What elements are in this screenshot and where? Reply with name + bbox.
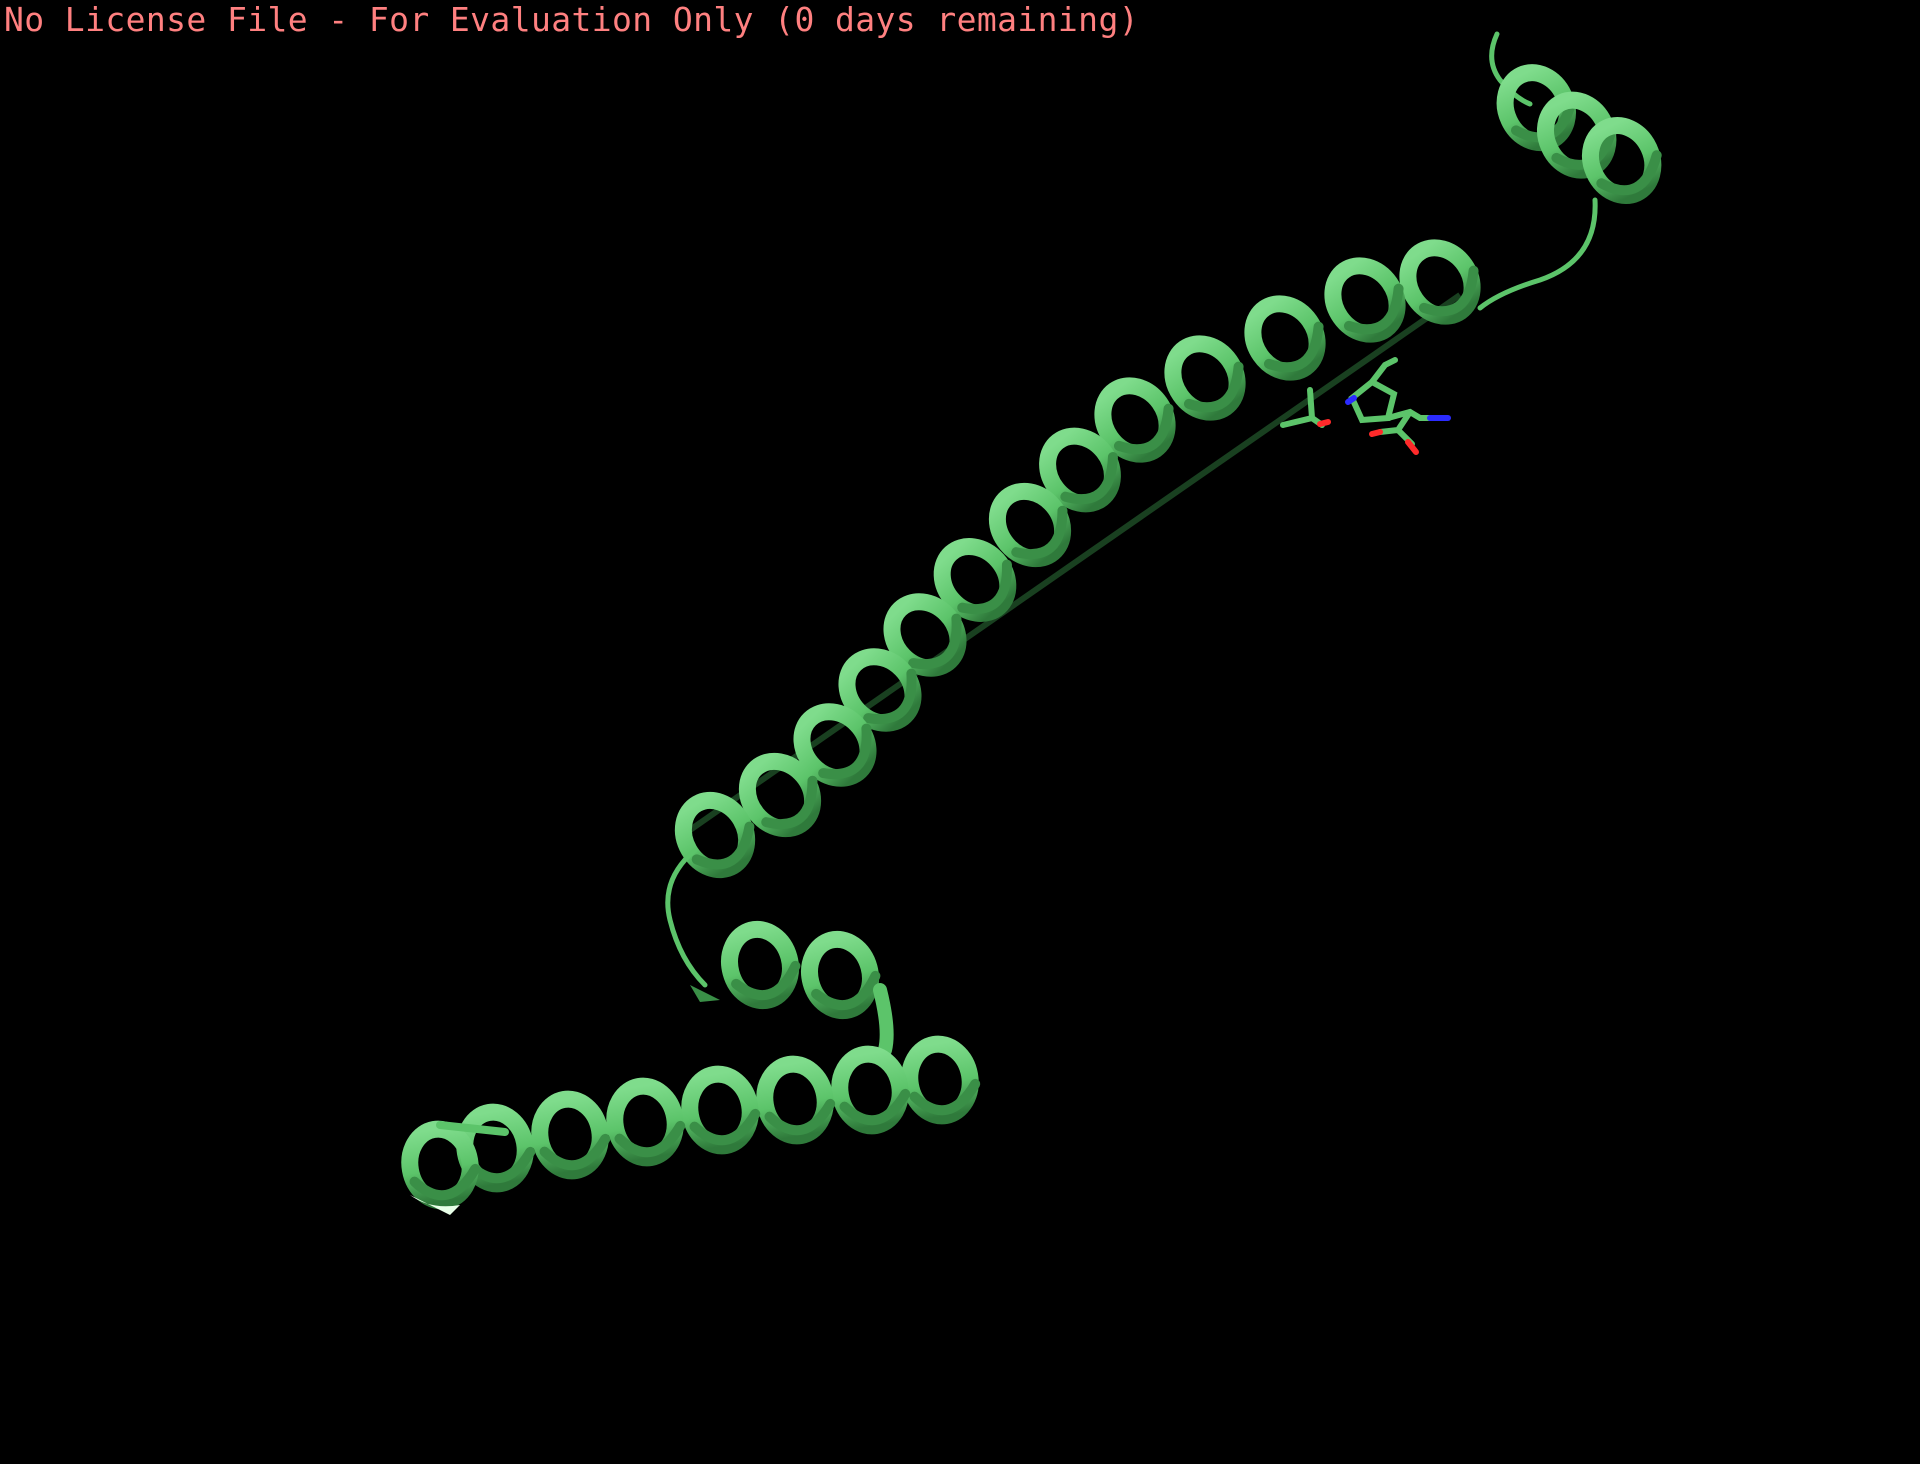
license-warning-text: No License File - For Evaluation Only (0… xyxy=(4,0,1139,39)
short-middle-helix xyxy=(690,921,894,1057)
ligand-sticks[interactable] xyxy=(1280,357,1451,455)
long-helix xyxy=(671,233,1488,881)
middle-loop xyxy=(665,847,708,988)
n-terminal-tail xyxy=(1489,31,1533,107)
top-short-helix xyxy=(1494,37,1668,229)
loop-top-to-long-helix xyxy=(1477,197,1598,311)
bottom-helix xyxy=(404,1039,980,1215)
